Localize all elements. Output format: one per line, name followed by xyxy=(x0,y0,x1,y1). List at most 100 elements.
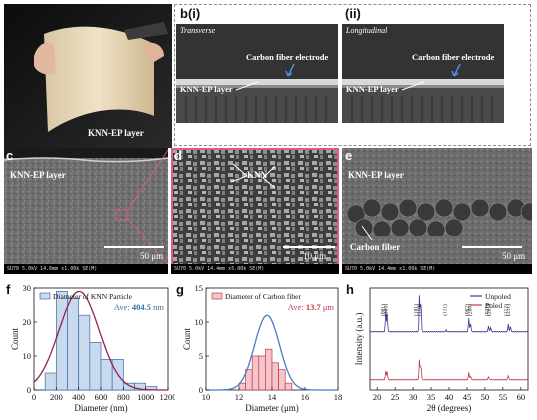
layer-label: KNN-EP layer xyxy=(180,84,233,94)
average-annotation: Ave: 13.7 μm xyxy=(288,302,335,312)
histogram-bar xyxy=(44,372,57,391)
sem-panel-c: KNN-EP layer 50 μm SU70 5.0kV 14.6mm x1.… xyxy=(4,148,168,274)
orientation-label: Longitudinal xyxy=(346,26,388,35)
x-tick-label: 16 xyxy=(301,392,310,402)
legend-label: Poled xyxy=(485,301,502,310)
sem-texture-e xyxy=(342,148,532,264)
chart-cf-diameter: 10 12 14 16 18 0 5 10 15 Diameter (μm) Count Diamet… xyxy=(176,280,346,420)
sem-info-bar: SU70 5.0kV 14.4mm x1.00k SE(M) xyxy=(342,264,532,274)
sem-texture-d xyxy=(171,148,339,264)
histogram-bar xyxy=(67,297,80,391)
film-photo-illustration xyxy=(4,4,172,148)
peak-index-label: (101) xyxy=(412,304,419,316)
panel-b-frame xyxy=(174,4,531,146)
y-tick-label: 30 xyxy=(23,283,32,293)
peak-index-label: (201) xyxy=(486,304,493,316)
y-tick-label: 10 xyxy=(23,351,32,361)
xrd-pattern-line xyxy=(369,295,529,333)
y-tick-label: 10 xyxy=(195,317,204,327)
y-tick-label: 5 xyxy=(199,351,203,361)
y-tick-label: 20 xyxy=(23,317,32,327)
x-axis-label: Diameter (μm) xyxy=(245,403,299,413)
x-tick-label: 200 xyxy=(50,392,63,402)
y-tick-label: 0 xyxy=(199,385,203,395)
x-tick-label: 50 xyxy=(481,392,490,402)
peak-index-label: (110) xyxy=(416,304,423,316)
panel-label-f: f xyxy=(6,282,11,297)
electrode-label: Carbon fiber electrode xyxy=(246,52,329,62)
panel-label-a: a xyxy=(6,4,14,19)
plot-frame xyxy=(369,287,529,391)
x-tick-label: 600 xyxy=(95,392,108,402)
panel-label-g: g xyxy=(176,282,184,297)
x-tick-label: 0 xyxy=(32,392,36,402)
scale-label: 50 μm xyxy=(140,251,164,261)
peak-index-label: (111) xyxy=(441,304,448,316)
x-axis-label: 2θ (degrees) xyxy=(427,403,472,413)
x-tick-label: 1200 xyxy=(160,392,176,402)
panel-label-d: d xyxy=(174,148,182,163)
panel-label-c: c xyxy=(6,148,14,163)
photo-knn-ep-film: KNN-EP layer xyxy=(4,4,172,148)
panel-label-b-ii: (ii) xyxy=(345,6,361,21)
electrode-label: Carbon fiber electrode xyxy=(412,52,495,62)
histogram-bar xyxy=(284,382,293,391)
sem-label: KNN xyxy=(247,170,267,180)
y-tick-label: 15 xyxy=(195,283,204,293)
sem-info-bar: SU70 5.0kV 14.4mm x5.00k SE(M) xyxy=(171,264,339,274)
chart-f-svg: 0 200 400 600 800 1000 1200 0 10 20 30 Diameter (nm… xyxy=(10,283,176,413)
x-tick-label: 25 xyxy=(391,392,400,402)
scale-bar xyxy=(283,246,335,248)
histogram-bar xyxy=(258,355,266,391)
histogram-bar xyxy=(278,369,286,391)
histogram-bar xyxy=(100,359,113,391)
legend-swatch xyxy=(39,292,51,300)
histogram-bar xyxy=(55,291,68,391)
legend-label: Diameter of Carbon fiber xyxy=(225,292,302,301)
x-tick-label: 40 xyxy=(445,392,454,402)
x-tick-label: 400 xyxy=(72,392,85,402)
histogram-bar xyxy=(251,355,260,391)
chart-xrd: (001) (100) (101) (110) (111) (002) (200) (021)… xyxy=(346,280,534,420)
panel-label-b-i: b(i) xyxy=(180,6,201,21)
y-tick-label: 0 xyxy=(27,385,31,395)
x-tick-label: 18 xyxy=(334,392,343,402)
legend-label: Unpoled xyxy=(485,292,511,301)
x-tick-label: 45 xyxy=(463,392,472,402)
chart-g-svg: 10 12 14 16 18 0 5 10 15 Diameter (μm) Count Diamet… xyxy=(182,283,343,413)
x-tick-label: 14 xyxy=(268,392,277,402)
scale-bar xyxy=(462,246,522,248)
histogram-bar xyxy=(78,314,91,391)
histogram-bar xyxy=(245,369,253,391)
legend-label: Diameter of KNN Particle xyxy=(53,292,133,301)
scale-label: 10 μm xyxy=(303,251,327,261)
peak-index-label: (211) xyxy=(505,304,512,316)
sem-panel-e: KNN-EP layer Carbon fiber 50 μm SU70 5.0… xyxy=(342,148,532,274)
peak-index-label: (021) xyxy=(484,304,491,316)
y-axis-label: Count xyxy=(10,328,20,351)
transverse-cross-section xyxy=(176,24,338,123)
y-axis-label: Intensity (a.u.) xyxy=(354,313,364,366)
peak-index-label: (002) xyxy=(463,304,470,316)
sem-label-fiber: Carbon fiber xyxy=(350,242,401,252)
peak-index-label: (200) xyxy=(466,304,473,316)
sem-label-layer: KNN-EP layer xyxy=(348,170,404,180)
xrd-pattern-line xyxy=(369,359,529,381)
x-tick-label: 20 xyxy=(373,392,382,402)
histogram-bar xyxy=(238,382,246,391)
micrograph-transverse: Transverse Carbon fiber electrode KNN-EP… xyxy=(176,24,338,123)
x-tick-label: 10 xyxy=(202,392,211,402)
histogram-bar xyxy=(271,362,279,391)
panel-label-e: e xyxy=(345,148,353,163)
y-axis-label: Count xyxy=(182,328,192,351)
x-axis-label: Diameter (nm) xyxy=(74,403,127,413)
layer-label: KNN-EP layer xyxy=(346,84,399,94)
x-tick-label: 35 xyxy=(427,392,436,402)
longitudinal-cross-section xyxy=(342,24,504,123)
histogram-bar xyxy=(265,348,273,391)
x-tick-label: 1000 xyxy=(137,392,154,402)
legend-swatch xyxy=(211,292,223,300)
gaussian-fit-line xyxy=(206,314,338,391)
chart-knn-diameter: 0 200 400 600 800 1000 1200 0 10 20 30 Diameter (nm… xyxy=(0,280,175,420)
x-tick-label: 60 xyxy=(517,392,526,402)
